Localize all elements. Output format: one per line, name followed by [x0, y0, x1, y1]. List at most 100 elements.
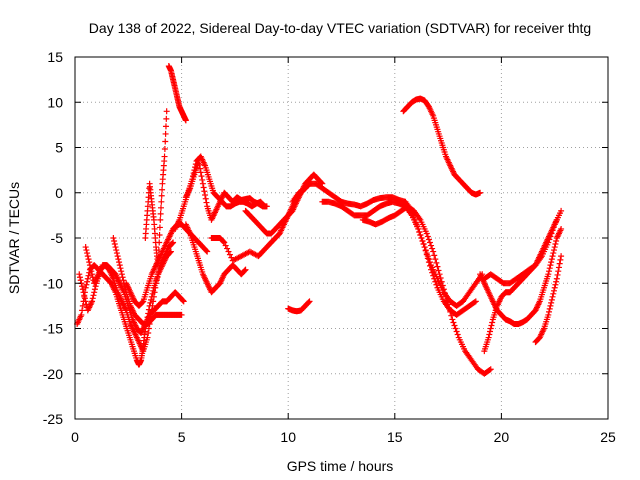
data-point [220, 238, 227, 245]
data-point [447, 308, 454, 315]
data-point [552, 241, 559, 248]
data-point [486, 366, 493, 373]
data-point [199, 176, 206, 183]
data-point [558, 225, 565, 232]
data-point [79, 302, 86, 309]
data-point [550, 247, 557, 254]
data-point [424, 233, 431, 240]
data-point [85, 272, 92, 279]
series-track-16 [359, 203, 494, 377]
data-point [305, 299, 312, 306]
data-point [431, 275, 438, 282]
data-point [551, 284, 558, 291]
data-point [554, 271, 561, 278]
data-point [555, 268, 562, 275]
data-point [433, 281, 440, 288]
data-point [551, 244, 558, 251]
data-point [425, 236, 432, 243]
data-point [162, 123, 169, 130]
data-point [180, 298, 187, 305]
data-point [430, 272, 437, 279]
data-point [226, 251, 233, 258]
data-point [118, 271, 125, 278]
data-point [546, 305, 553, 312]
data-point [144, 334, 151, 341]
data-point [436, 271, 443, 278]
data-point [155, 268, 162, 275]
data-point [432, 278, 439, 285]
data-point [440, 286, 447, 293]
data-point [428, 266, 435, 273]
data-point [202, 195, 209, 202]
data-point [442, 293, 449, 300]
data-point [157, 216, 164, 223]
data-point [548, 296, 555, 303]
data-point [422, 247, 429, 254]
data-point [77, 277, 84, 284]
data-point [170, 239, 177, 246]
data-point [113, 247, 120, 254]
data-point [156, 231, 163, 238]
data-point [83, 281, 90, 288]
data-point [550, 287, 557, 294]
data-point [200, 184, 207, 191]
data-point [87, 265, 94, 272]
data-point [120, 277, 127, 284]
data-point [152, 284, 159, 291]
y-tick-label: -10 [43, 275, 63, 291]
data-point [78, 311, 85, 318]
axis-ticks: 0 5 10 15 20 25 -25 -20 -15 -10 -5 0 5 10 15 [43, 49, 616, 445]
data-point [558, 207, 565, 214]
data-point [153, 280, 160, 287]
data-point [546, 236, 553, 243]
data-point [451, 322, 458, 329]
data-point [546, 268, 553, 275]
data-point [156, 224, 163, 231]
data-point [550, 250, 557, 257]
data-point [201, 188, 208, 195]
data-point [203, 199, 210, 206]
data-point [417, 231, 424, 238]
data-point [202, 192, 209, 199]
data-point [421, 244, 428, 251]
data-point [89, 271, 96, 278]
data-point [79, 283, 86, 290]
data-point [426, 239, 433, 246]
data-point [145, 306, 152, 313]
series-track-04 [110, 235, 185, 327]
data-point [156, 239, 163, 246]
data-point [545, 311, 552, 318]
y-tick-label: 10 [47, 94, 63, 110]
data-point [472, 298, 479, 305]
data-point [157, 204, 164, 211]
series-track-13 [285, 298, 313, 315]
data-point [429, 269, 436, 276]
data-point [423, 230, 430, 237]
data-point [119, 274, 126, 281]
data-point [150, 293, 157, 300]
data-point [145, 330, 152, 337]
data-point [471, 299, 478, 306]
data-point [88, 268, 95, 275]
data-point [548, 256, 555, 263]
data-point [547, 262, 554, 269]
data-point [111, 238, 118, 245]
data-point [90, 292, 97, 299]
data-point [163, 108, 170, 115]
data-point [306, 298, 313, 305]
data-point [112, 244, 119, 251]
data-point [197, 165, 204, 172]
series-track-07 [165, 63, 189, 124]
data-point [118, 268, 125, 275]
data-point [155, 247, 162, 254]
data-point [151, 289, 158, 296]
data-point [420, 241, 427, 248]
data-point [159, 186, 166, 193]
data-point [145, 325, 152, 332]
data-point [91, 286, 98, 293]
data-point [169, 240, 176, 247]
y-tick-label: 5 [55, 140, 63, 156]
data-point [488, 322, 495, 329]
data-point [549, 227, 556, 234]
